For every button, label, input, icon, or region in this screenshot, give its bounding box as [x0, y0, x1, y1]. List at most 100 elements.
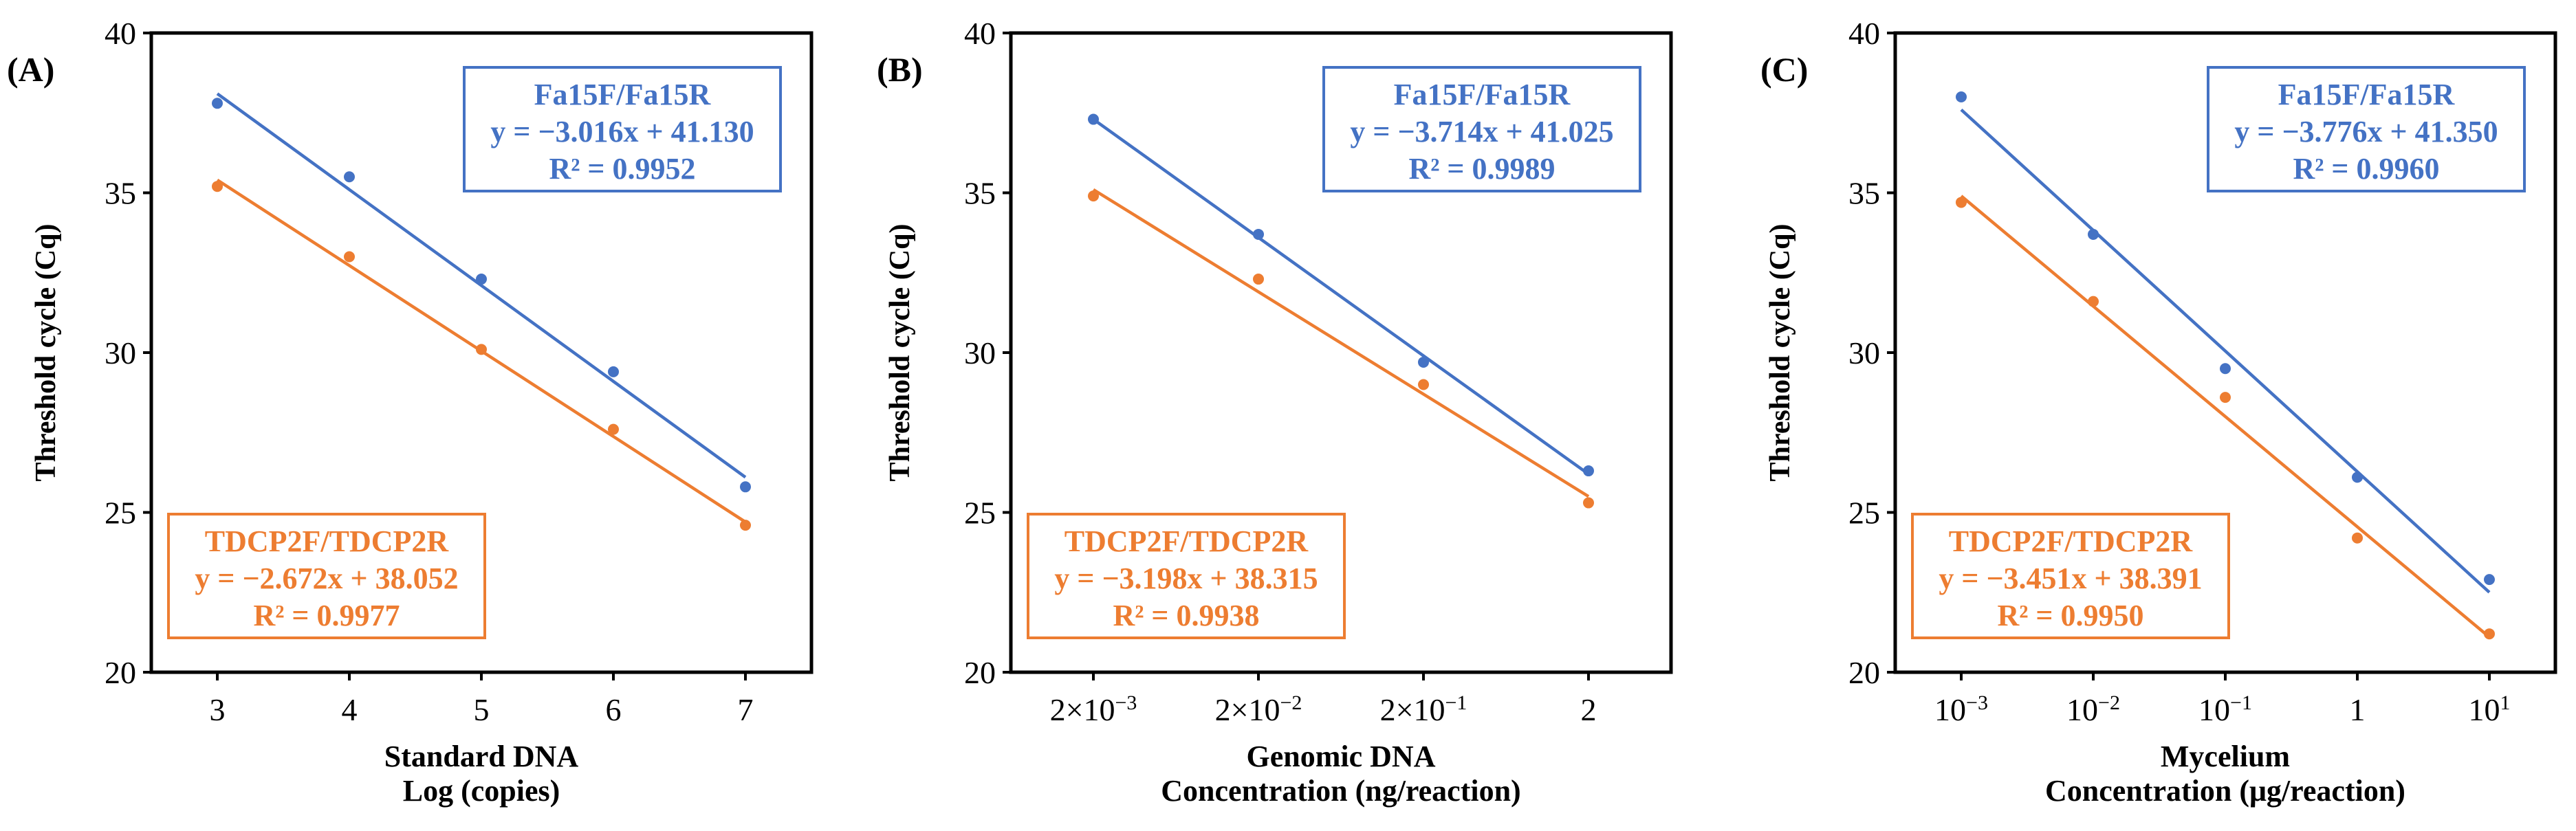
regression-equation: y = −3.016x + 41.130 — [490, 115, 754, 148]
y-tick-label: 30 — [105, 335, 136, 370]
data-point-orange — [1253, 274, 1264, 285]
data-point-blue — [1253, 228, 1264, 240]
regression-equation: y = −3.451x + 38.391 — [1939, 562, 2202, 595]
data-point-orange — [2352, 532, 2363, 544]
x-tick-label: 10−1 — [2198, 691, 2252, 728]
equation-box-frame — [1322, 66, 1641, 192]
y-tick-label: 20 — [105, 655, 136, 690]
y-axis-label: Threshold cycle (Cq) — [30, 224, 62, 482]
y-axis-label: Threshold cycle (Cq) — [1765, 224, 1796, 482]
legend-series-name: TDCP2F/TDCP2R — [1949, 524, 2194, 558]
data-point-orange — [2484, 628, 2495, 640]
data-point-blue — [1418, 356, 1429, 368]
data-point-blue — [608, 366, 619, 377]
legend-series-name: Fa15F/Fa15R — [2278, 78, 2456, 111]
y-axis-label: Threshold cycle (Cq) — [884, 224, 916, 482]
data-point-blue — [1088, 113, 1099, 125]
x-tick-label: 4 — [342, 692, 358, 727]
data-point-blue — [344, 171, 355, 183]
data-point-blue — [476, 274, 487, 285]
equation-box-orange: TDCP2F/TDCP2R y = −2.672x + 38.052 R² = 0.… — [167, 513, 486, 639]
equation-box-frame — [1027, 513, 1346, 639]
equation-box-frame — [167, 513, 486, 639]
data-point-blue — [212, 98, 223, 109]
x-tick-label: 1 — [2350, 692, 2366, 727]
regression-equation: y = −3.198x + 38.315 — [1054, 562, 1318, 595]
x-tick-label: 10−3 — [1934, 691, 1988, 728]
chart-panel-c: (C) 20 25 30 35 40 10−3 10−2 10−1 1 101 Threshold c… — [1760, 16, 2557, 808]
y-tick-label: 20 — [1848, 655, 1880, 690]
equation-box-frame — [463, 66, 782, 192]
panel-label: (B) — [877, 50, 923, 89]
trendline-blue — [1960, 108, 2491, 594]
x-axis-label-line: Mycelium — [2161, 740, 2290, 773]
r-squared: R² = 0.9952 — [549, 152, 695, 186]
r-squared: R² = 0.9960 — [2293, 152, 2439, 186]
regression-equation: y = −3.776x + 41.350 — [2234, 115, 2498, 148]
x-tick-label: 2×10−1 — [1380, 691, 1467, 728]
r-squared: R² = 0.9977 — [253, 599, 400, 632]
equation-box-blue: Fa15F/Fa15R y = −3.016x + 41.130 R² = 0.99… — [463, 66, 782, 192]
y-tick-label: 40 — [964, 16, 996, 51]
r-squared: R² = 0.9950 — [1997, 599, 2143, 632]
data-point-orange — [344, 251, 355, 263]
legend-series-name: TDCP2F/TDCP2R — [205, 524, 450, 558]
y-tick-label: 40 — [1848, 16, 1880, 51]
x-tick-label: 101 — [2469, 691, 2511, 728]
data-point-orange — [1418, 379, 1429, 390]
r-squared: R² = 0.9989 — [1408, 152, 1555, 186]
data-point-orange — [740, 520, 751, 531]
y-tick-label: 20 — [964, 655, 996, 690]
trendline-blue — [216, 92, 747, 479]
x-tick-label: 5 — [474, 692, 490, 727]
panel-label: (C) — [1760, 50, 1808, 89]
y-tick-label: 35 — [964, 176, 996, 211]
y-tick-label: 35 — [1848, 176, 1880, 211]
data-point-orange — [2220, 392, 2231, 403]
y-tick-label: 35 — [105, 176, 136, 211]
x-axis-label-line: Concentration (ng/reaction) — [1161, 774, 1520, 808]
y-tick-label: 25 — [1848, 496, 1880, 531]
chart-panel-a: (A) 20 25 30 35 40 3 4 5 6 7 Threshold cycle (Cq) St… — [7, 16, 814, 808]
regression-equation: y = −2.672x + 38.052 — [195, 562, 458, 595]
legend-series-name: Fa15F/Fa15R — [534, 78, 712, 111]
y-tick-label: 25 — [964, 496, 996, 531]
x-axis-label-line: Standard DNA — [384, 740, 579, 773]
y-tick-label: 25 — [105, 496, 136, 531]
equation-box-orange: TDCP2F/TDCP2R y = −3.198x + 38.315 R² = 0.… — [1027, 513, 1346, 639]
data-point-orange — [1088, 190, 1099, 202]
data-point-blue — [740, 481, 751, 493]
data-point-orange — [476, 344, 487, 355]
data-point-blue — [2088, 228, 2099, 240]
data-point-orange — [212, 181, 223, 192]
data-point-blue — [1956, 91, 1967, 102]
x-tick-label: 7 — [738, 692, 754, 727]
x-axis-label-line: Genomic DNA — [1247, 740, 1436, 773]
equation-box-frame — [2207, 66, 2526, 192]
x-tick-label: 6 — [606, 692, 622, 727]
equation-box-orange: TDCP2F/TDCP2R y = −3.451x + 38.391 R² = 0.… — [1911, 513, 2230, 639]
x-axis-label-line: Log (copies) — [403, 774, 560, 808]
legend-series-name: TDCP2F/TDCP2R — [1065, 524, 1309, 558]
equation-box-frame — [1911, 513, 2230, 639]
x-tick-label: 3 — [210, 692, 226, 727]
data-point-orange — [2088, 296, 2099, 307]
regression-equation: y = −3.714x + 41.025 — [1350, 115, 1613, 148]
equation-box-blue: Fa15F/Fa15R y = −3.776x + 41.350 R² = 0.99… — [2207, 66, 2526, 192]
x-axis-label-line: Concentration (μg/reaction) — [2045, 774, 2405, 808]
data-point-orange — [608, 423, 619, 435]
x-tick-label: 2×10−2 — [1215, 691, 1302, 728]
r-squared: R² = 0.9938 — [1113, 599, 1259, 632]
panel-label: (A) — [7, 50, 54, 89]
chart-panel-b: (B) 20 25 30 35 40 2×10−3 2×10−2 2×10−1 2 Threshol… — [877, 16, 1673, 808]
data-point-orange — [1583, 497, 1594, 509]
trendline-orange — [1092, 188, 1590, 498]
trendline-orange — [1960, 195, 2491, 639]
trendline-blue — [1092, 118, 1590, 476]
data-point-blue — [2220, 363, 2231, 375]
data-point-orange — [1956, 197, 1967, 208]
data-point-blue — [2352, 472, 2363, 483]
y-tick-label: 30 — [964, 335, 996, 370]
x-tick-label: 10−2 — [2066, 691, 2120, 728]
